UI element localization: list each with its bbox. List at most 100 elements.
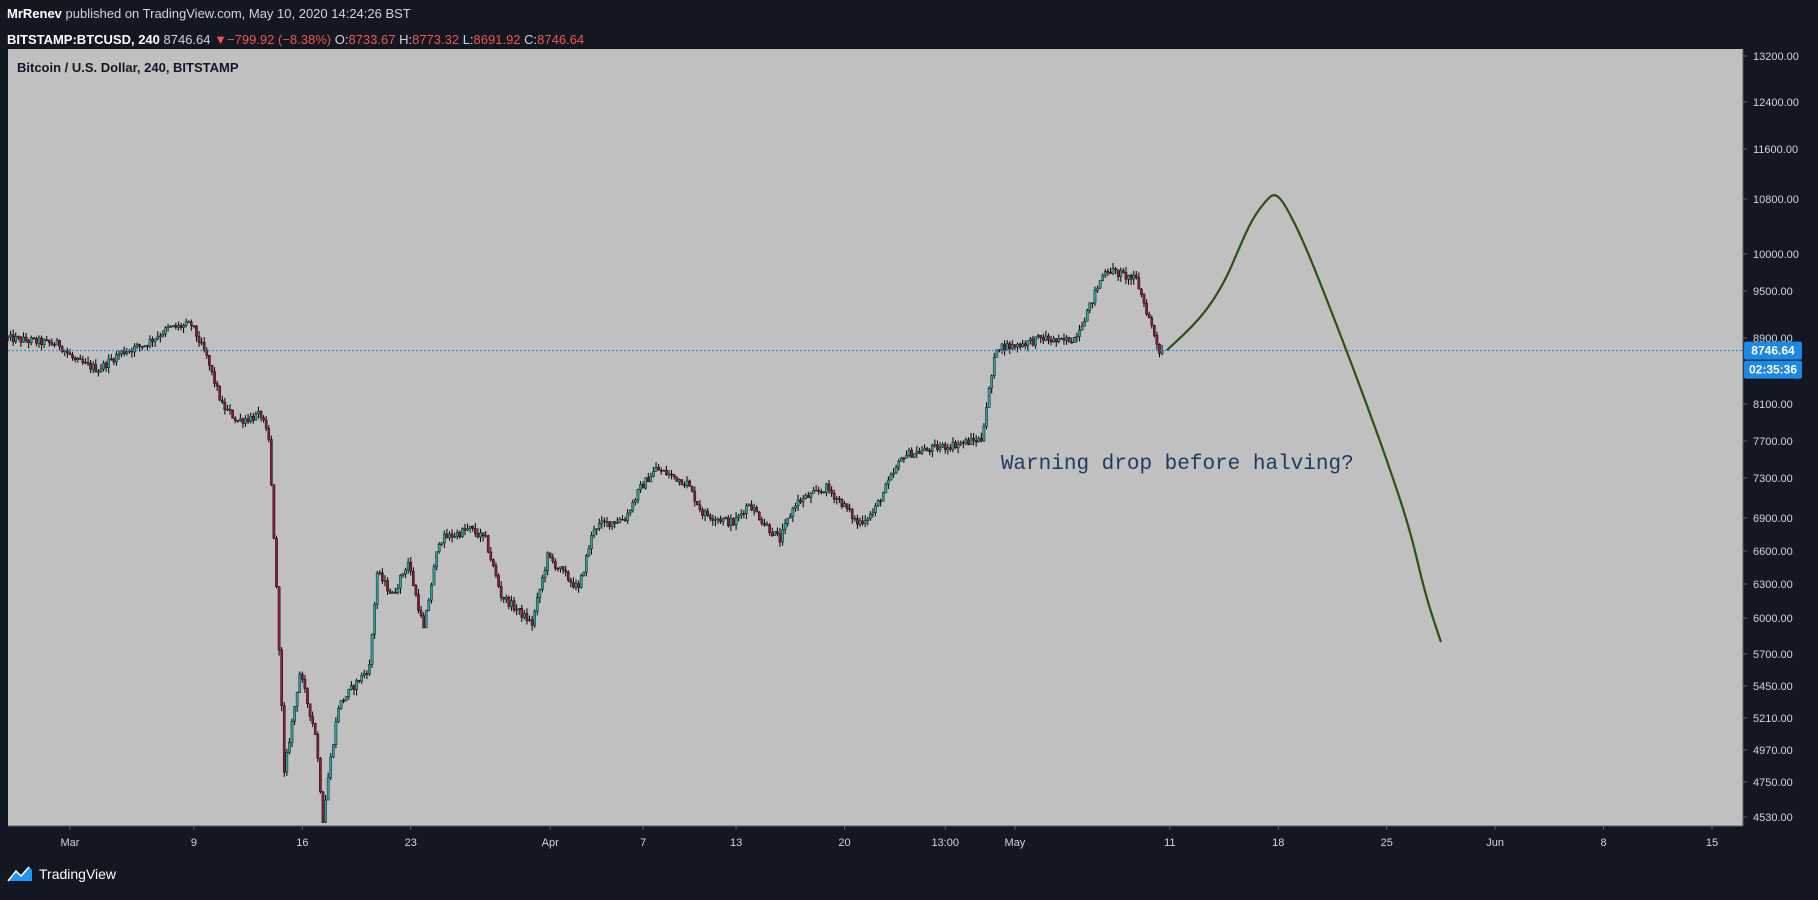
candle-body [228, 408, 232, 411]
candle-body [755, 507, 759, 513]
candle-body [677, 479, 681, 482]
candle-body [925, 447, 929, 451]
annotation-text[interactable]: Warning drop before halving? [1001, 453, 1354, 476]
candle-body [572, 582, 575, 588]
candle-body [732, 518, 735, 526]
candle-body [974, 439, 978, 443]
y-tick-label: 5700.00 [1753, 649, 1793, 661]
candle-body [610, 521, 614, 528]
candle-body [1078, 329, 1081, 337]
candle-body [499, 586, 503, 598]
candle-body [649, 476, 653, 483]
candle-body [763, 523, 766, 526]
tradingview-logo-icon[interactable] [7, 864, 33, 884]
candle-body [223, 402, 227, 411]
candle-body [264, 419, 268, 429]
candle-body [791, 508, 795, 517]
candle-body [244, 418, 247, 424]
candle-body [631, 501, 635, 511]
candle-body [153, 338, 157, 342]
candle-body [174, 325, 178, 328]
candle-body [1065, 336, 1068, 341]
candle-body [742, 513, 746, 515]
candle-body [626, 512, 629, 521]
candle-body [125, 351, 129, 354]
candle-body [226, 408, 229, 411]
candle-body [1085, 310, 1089, 322]
candle-body [270, 439, 273, 485]
candle-body [22, 336, 25, 343]
candle-body [117, 353, 121, 356]
candle-body [628, 510, 632, 514]
candle-body [81, 359, 85, 363]
y-tick-label: 7700.00 [1753, 436, 1793, 448]
candle-body [670, 473, 673, 476]
candle-body [972, 437, 975, 441]
candle-body [548, 552, 552, 558]
candle-body [365, 673, 369, 675]
candle-body [164, 327, 167, 335]
candle-body [1155, 334, 1159, 345]
candle-body [99, 368, 103, 372]
candle-body [50, 342, 54, 345]
candle-body [605, 521, 609, 523]
candle-body [86, 361, 90, 364]
author-name[interactable]: MrRenev [7, 6, 62, 21]
footer-brand[interactable]: TradingView [39, 866, 117, 882]
x-tick-label: 8 [1601, 837, 1607, 849]
candle-body [585, 555, 588, 573]
candle-body [858, 520, 862, 525]
candle-body [326, 777, 330, 801]
last-price: 8746.64 [163, 32, 211, 47]
candle-body [1140, 288, 1143, 295]
candle-body [1150, 317, 1154, 326]
candle-body [662, 470, 666, 472]
candle-body [876, 500, 880, 506]
candle-body [796, 499, 800, 507]
candle-body [923, 447, 926, 451]
candle-body [770, 532, 774, 536]
symbol-label[interactable]: BITSTAMP:BTCUSD, 240 [7, 32, 160, 47]
candle-body [1096, 287, 1099, 291]
candle-body [27, 340, 30, 343]
candle-body [667, 473, 671, 476]
candle-body [143, 345, 147, 347]
candle-body [644, 477, 648, 489]
candle-body [146, 345, 149, 347]
candle-body [861, 520, 864, 524]
candle-body [424, 610, 428, 629]
candle-body [912, 453, 916, 458]
price-badge-bg [1744, 341, 1802, 360]
candle-body [512, 600, 516, 611]
candle-body [1067, 336, 1071, 343]
candle-body [1111, 268, 1115, 274]
candle-body [889, 474, 893, 481]
candle-body [1018, 343, 1022, 348]
x-tick-label: Mar [60, 837, 79, 849]
candle-body [73, 357, 77, 360]
candle-body [489, 551, 493, 560]
candle-body [554, 561, 557, 569]
candle-body [324, 799, 327, 823]
candle-body [368, 664, 371, 675]
candle-body [1101, 275, 1105, 281]
candle-body [342, 700, 345, 702]
candle-body [48, 339, 51, 343]
candle-body [623, 519, 627, 521]
candle-body [597, 523, 601, 529]
open-label: O: [334, 32, 349, 47]
candle-body [869, 514, 872, 520]
y-tick-label: 7300.00 [1753, 473, 1793, 485]
candle-body [918, 451, 921, 454]
candle-body [517, 608, 521, 610]
candle-body [396, 588, 400, 593]
candle-body [807, 495, 810, 498]
candle-body [760, 519, 764, 524]
projection-curve[interactable] [1165, 194, 1442, 643]
candle-body [308, 703, 312, 717]
candle-body [809, 493, 813, 498]
candle-body [29, 337, 33, 343]
candle-body [812, 490, 815, 494]
